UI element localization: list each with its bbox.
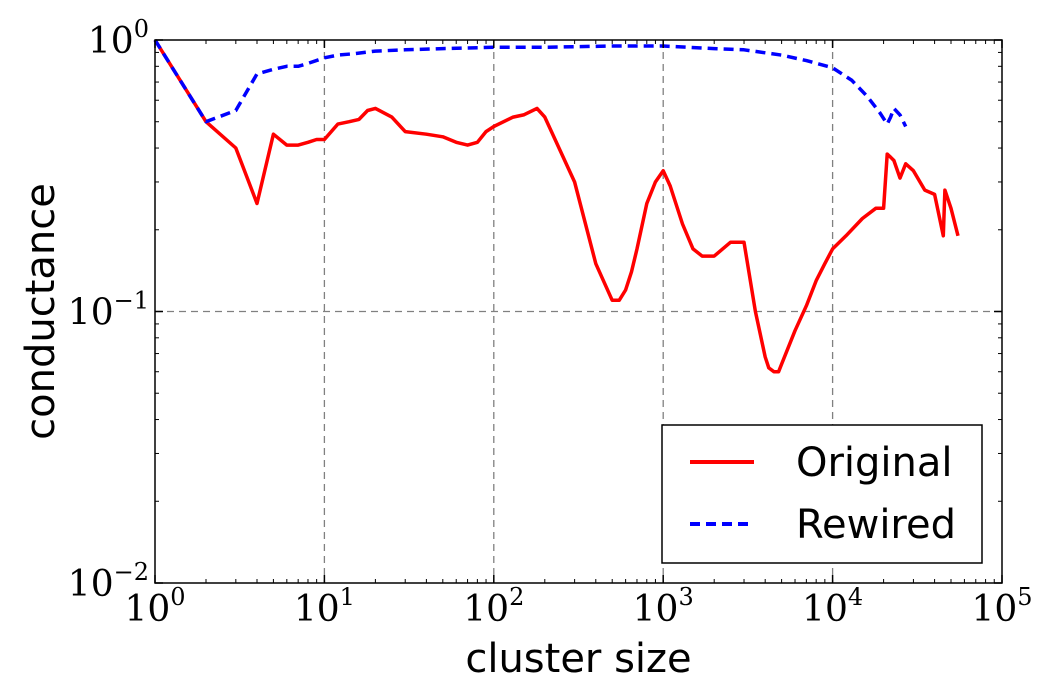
legend-label-original: Original [796,440,953,486]
legend-box [661,424,983,564]
series-line-original [153,39,960,374]
tick-labels: 100 101 102 103 104 105 100 10−1 10−2 [68,15,1033,630]
y-tick-label: 10−2 [68,558,149,605]
x-tick-label: 103 [633,583,694,630]
series-lines [153,39,960,374]
y-tick-label: 10−1 [68,287,149,334]
x-tick-label: 102 [463,583,524,630]
y-axis-label: conductance [18,183,64,440]
x-axis-label: cluster size [465,636,691,682]
y-tick-label: 100 [88,15,149,62]
axis-ticks [154,39,1003,584]
legend: Original Rewired [661,424,983,564]
x-tick-label: 101 [294,583,355,630]
x-tick-label: 104 [802,583,863,630]
legend-label-rewired: Rewired [796,502,956,548]
grid-lines [155,40,1002,583]
series-line-rewired [153,39,908,128]
x-tick-label: 100 [124,583,185,630]
x-tick-label: 105 [971,583,1032,630]
